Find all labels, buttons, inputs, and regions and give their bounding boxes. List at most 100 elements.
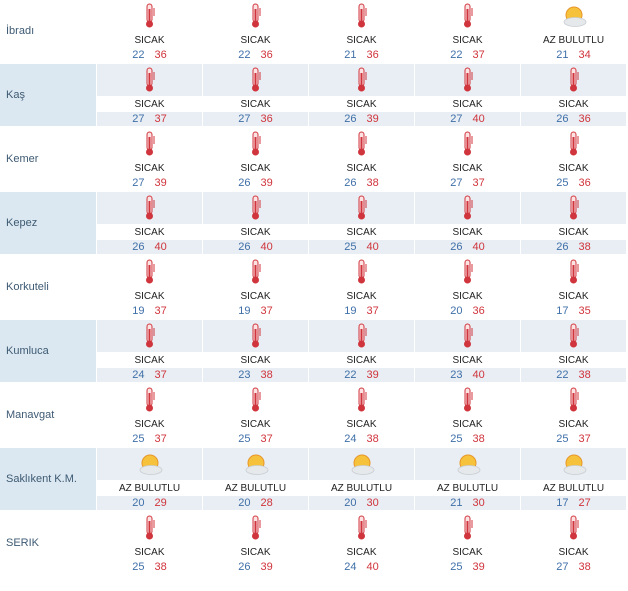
min-temp: 23 — [238, 369, 251, 381]
condition-label: SICAK — [309, 32, 414, 48]
condition-label: SICAK — [97, 544, 202, 560]
max-temp: 38 — [154, 561, 167, 573]
condition-label: SICAK — [203, 288, 308, 304]
thermometer-icon — [203, 128, 308, 160]
condition-label: SICAK — [521, 352, 626, 368]
condition-label: SICAK — [521, 544, 626, 560]
forecast-cell: SICAK 25 37 — [521, 384, 626, 446]
condition-label: SICAK — [309, 352, 414, 368]
thermometer-icon — [415, 192, 520, 224]
min-temp: 20 — [238, 497, 251, 509]
location-name[interactable]: Korkuteli — [6, 281, 49, 293]
max-temp: 37 — [366, 305, 379, 317]
forecast-cell: SICAK 27 38 — [521, 512, 626, 574]
thermometer-icon — [415, 0, 520, 32]
max-temp: 36 — [260, 113, 273, 125]
forecast-cell: AZ BULUTLU 21 30 — [415, 448, 520, 510]
max-temp: 37 — [154, 305, 167, 317]
max-temp: 37 — [472, 49, 485, 61]
max-temp: 37 — [154, 433, 167, 445]
condition-label: SICAK — [309, 160, 414, 176]
thermometer-icon — [415, 320, 520, 352]
condition-label: SICAK — [415, 544, 520, 560]
thermometer-icon — [203, 0, 308, 32]
max-temp: 37 — [578, 433, 591, 445]
condition-label: SICAK — [521, 288, 626, 304]
min-temp: 26 — [344, 177, 357, 189]
min-temp: 26 — [238, 561, 251, 573]
forecast-cell: SICAK 26 39 — [309, 64, 414, 126]
max-temp: 39 — [472, 561, 485, 573]
forecast-cell: SICAK 20 36 — [415, 256, 520, 318]
min-temp: 27 — [556, 561, 569, 573]
thermometer-icon — [97, 512, 202, 544]
forecast-cell: SICAK 24 38 — [309, 384, 414, 446]
forecast-cell: AZ BULUTLU 20 29 — [97, 448, 202, 510]
min-temp: 21 — [344, 49, 357, 61]
forecast-table: İbradı SICAK 22 36 SICAK 22 36 SICAK 21 36 … — [0, 0, 628, 574]
min-temp: 24 — [344, 561, 357, 573]
max-temp: 35 — [578, 305, 591, 317]
location-name[interactable]: Kaş — [0, 64, 96, 126]
thermometer-icon — [309, 64, 414, 96]
max-temp: 39 — [154, 177, 167, 189]
forecast-cell: SICAK 26 40 — [203, 192, 308, 254]
forecast-cell: AZ BULUTLU 21 34 — [521, 0, 626, 62]
table-row: SERIK SICAK 25 38 SICAK 26 39 SICAK 24 40 S… — [0, 512, 628, 574]
condition-label: SICAK — [415, 32, 520, 48]
min-temp: 20 — [344, 497, 357, 509]
thermometer-icon — [309, 320, 414, 352]
forecast-cell: SICAK 26 39 — [203, 512, 308, 574]
max-temp: 38 — [578, 369, 591, 381]
min-temp: 27 — [132, 177, 145, 189]
forecast-cell: SICAK 25 38 — [415, 384, 520, 446]
forecast-cell: SICAK 17 35 — [521, 256, 626, 318]
forecast-cell: SICAK 19 37 — [203, 256, 308, 318]
thermometer-icon — [97, 128, 202, 160]
table-row: Saklıkent K.M. AZ BULUTLU 20 29 AZ BULUTL… — [0, 448, 628, 510]
min-temp: 19 — [132, 305, 145, 317]
thermometer-icon — [309, 0, 414, 32]
max-temp: 34 — [578, 49, 591, 61]
condition-label: AZ BULUTLU — [415, 480, 520, 496]
location-name[interactable]: Saklıkent K.M. — [0, 448, 96, 510]
condition-label: SICAK — [415, 352, 520, 368]
location-name[interactable]: İbradı — [6, 25, 35, 37]
table-row: İbradı SICAK 22 36 SICAK 22 36 SICAK 21 36 … — [0, 0, 628, 62]
condition-label: SICAK — [203, 224, 308, 240]
min-temp: 27 — [132, 113, 145, 125]
condition-label: SICAK — [415, 160, 520, 176]
forecast-cell: SICAK 26 38 — [309, 128, 414, 190]
location-name[interactable]: Kumluca — [0, 320, 96, 382]
max-temp: 37 — [472, 177, 485, 189]
min-temp: 25 — [132, 561, 145, 573]
thermometer-icon — [521, 192, 626, 224]
forecast-cell: SICAK 26 40 — [97, 192, 202, 254]
thermometer-icon — [97, 64, 202, 96]
thermometer-icon — [97, 256, 202, 288]
thermometer-icon — [415, 64, 520, 96]
partly-cloudy-icon — [309, 448, 414, 480]
condition-label: SICAK — [97, 224, 202, 240]
condition-label: SICAK — [203, 32, 308, 48]
min-temp: 26 — [238, 177, 251, 189]
condition-label: SICAK — [203, 96, 308, 112]
max-temp: 40 — [472, 241, 485, 253]
min-temp: 22 — [344, 369, 357, 381]
forecast-cell: AZ BULUTLU 17 27 — [521, 448, 626, 510]
thermometer-icon — [309, 192, 414, 224]
partly-cloudy-icon — [521, 448, 626, 480]
location-name[interactable]: Kemer — [6, 153, 39, 165]
location-name[interactable]: Kepez — [0, 192, 96, 254]
max-temp: 37 — [260, 305, 273, 317]
min-temp: 26 — [556, 113, 569, 125]
forecast-cell: SICAK 25 40 — [309, 192, 414, 254]
forecast-cell: AZ BULUTLU 20 30 — [309, 448, 414, 510]
location-name[interactable]: Manavgat — [6, 409, 55, 421]
min-temp: 22 — [132, 49, 145, 61]
condition-label: SICAK — [415, 224, 520, 240]
thermometer-icon — [309, 512, 414, 544]
forecast-cell: SICAK 23 38 — [203, 320, 308, 382]
location-name[interactable]: SERIK — [6, 537, 40, 549]
max-temp: 38 — [260, 369, 273, 381]
